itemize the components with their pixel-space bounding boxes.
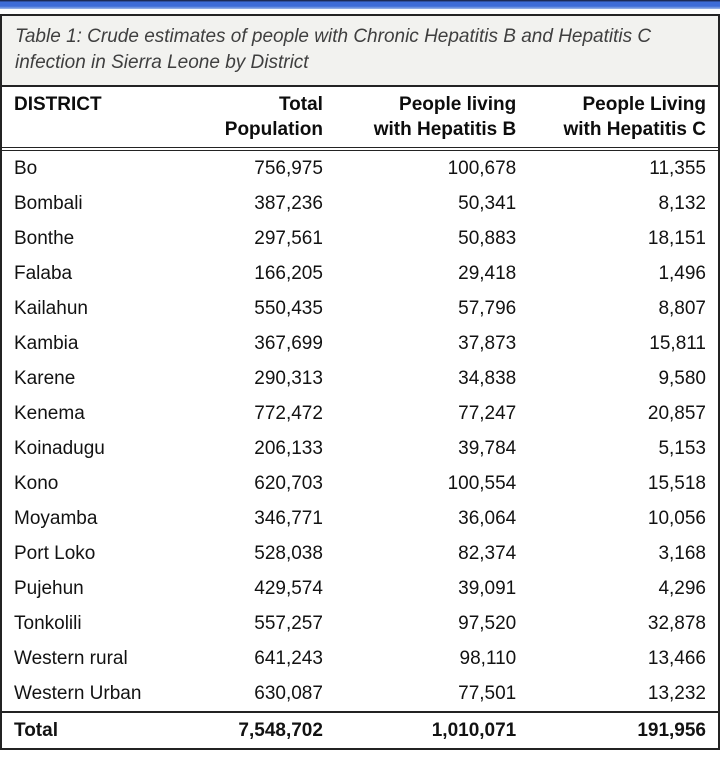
table-row: Kono 620,703 100,554 15,518 [2,466,718,501]
total-row: Total 7,548,702 1,010,071 191,956 [2,710,718,748]
district-cell: Kambia [14,332,79,354]
table-row: Bo 756,975 100,678 11,355 [2,149,718,186]
table-frame: Table 1: Crude estimates of people with … [0,14,720,750]
table-row: Western rural 641,243 98,110 13,466 [2,641,718,676]
table-row: Moyamba 346,771 36,064 10,056 [2,501,718,536]
table-row: Karene 290,313 34,838 9,580 [2,361,718,396]
table-row: Port Loko 528,038 82,374 3,168 [2,536,718,571]
population-cell: 756,975 [254,157,323,179]
table-row: Bonthe 297,561 50,883 18,151 [2,221,718,256]
total-population-cell: 7,548,702 [181,710,335,748]
population-cell: 528,038 [254,542,323,564]
district-cell: Bonthe [14,227,75,249]
hepb-cell: 50,341 [458,192,517,214]
district-cell: Moyamba [14,507,98,529]
column-header-hepatitis-c: People Living with Hepatitis C [528,87,718,151]
population-cell: 550,435 [254,297,323,319]
column-header-hepatitis-b: People living with Hepatitis B [334,87,529,151]
hepb-cell: 97,520 [458,612,517,634]
hepc-cell: 13,466 [647,647,706,669]
hepc-cell: 15,811 [649,332,706,354]
hepb-cell: 39,091 [458,577,517,599]
population-cell: 346,771 [254,507,323,529]
population-cell: 772,472 [254,402,323,424]
hepb-cell: 57,796 [458,297,517,319]
hepc-cell: 9,580 [658,367,706,389]
district-table: DISTRICT Total Population People living … [2,87,718,748]
hepc-cell: 11,355 [649,157,706,179]
table-row: Kailahun 550,435 57,796 8,807 [2,291,718,326]
hepb-cell: 36,064 [458,507,517,529]
hepc-cell: 13,232 [647,682,706,704]
hepc-cell: 4,296 [658,577,706,599]
table-row: Western Urban 630,087 77,501 13,232 [2,676,718,712]
hepc-cell: 18,151 [647,227,706,249]
hepc-cell: 3,168 [658,542,706,564]
hepb-cell: 29,418 [458,262,517,284]
district-cell: Bo [14,157,38,179]
hepb-cell: 37,873 [458,332,517,354]
population-cell: 630,087 [254,682,323,704]
top-gap [0,9,720,14]
population-cell: 367,699 [254,332,323,354]
population-cell: 166,205 [254,262,323,284]
total-hepc-cell: 191,956 [528,710,718,748]
district-cell: Falaba [14,262,73,284]
district-cell: Pujehun [14,577,84,599]
top-blue-bar [0,0,720,9]
hepb-cell: 98,110 [459,647,517,669]
district-cell: Bombali [14,192,83,214]
hepb-cell: 77,501 [458,682,517,704]
population-cell: 620,703 [254,472,323,494]
total-hepb-cell: 1,010,071 [334,710,529,748]
hepc-cell: 8,132 [658,192,706,214]
table-row: Pujehun 429,574 39,091 4,296 [2,571,718,606]
district-cell: Karene [14,367,76,389]
district-cell: Port Loko [14,542,96,564]
hepc-cell: 5,153 [658,437,706,459]
table-row: Bombali 387,236 50,341 8,132 [2,186,718,221]
table-caption: Table 1: Crude estimates of people with … [2,16,718,88]
hepb-cell: 100,678 [447,157,517,179]
hepc-cell: 32,878 [647,612,706,634]
table-row: Tonkolili 557,257 97,520 32,878 [2,606,718,641]
population-cell: 290,313 [254,367,323,389]
hepc-cell: 20,857 [647,402,706,424]
table-row: Falaba 166,205 29,418 1,496 [2,256,718,291]
hepb-cell: 100,554 [447,472,517,494]
population-cell: 429,574 [254,577,323,599]
hepb-cell: 50,883 [458,227,517,249]
population-cell: 387,236 [254,192,323,214]
hepb-cell: 77,247 [458,402,517,424]
district-cell: Koinadugu [14,437,105,459]
district-cell: Western Urban [14,682,142,704]
hepb-cell: 34,838 [458,367,517,389]
table-row: Kambia 367,699 37,873 15,811 [2,326,718,361]
district-cell: Kenema [14,402,85,424]
hepc-cell: 15,518 [647,472,706,494]
district-cell: Kailahun [14,297,88,319]
district-cell: Tonkolili [14,612,82,634]
district-cell: Kono [14,472,59,494]
population-cell: 557,257 [254,612,323,634]
header-row: DISTRICT Total Population People living … [2,87,718,151]
total-label-cell: Total [2,710,181,748]
table-row: Koinadugu 206,133 39,784 5,153 [2,431,718,466]
population-cell: 297,561 [254,227,323,249]
hepc-cell: 1,496 [658,262,706,284]
hepc-cell: 8,807 [658,297,706,319]
population-cell: 206,133 [254,437,323,459]
column-header-total-population: Total Population [181,87,335,151]
population-cell: 641,243 [254,647,323,669]
district-cell: Western rural [14,647,128,669]
hepb-cell: 82,374 [458,542,517,564]
table-row: Kenema 772,472 77,247 20,857 [2,396,718,431]
column-header-district: DISTRICT [2,87,181,151]
hepb-cell: 39,784 [458,437,517,459]
hepc-cell: 10,056 [647,507,706,529]
